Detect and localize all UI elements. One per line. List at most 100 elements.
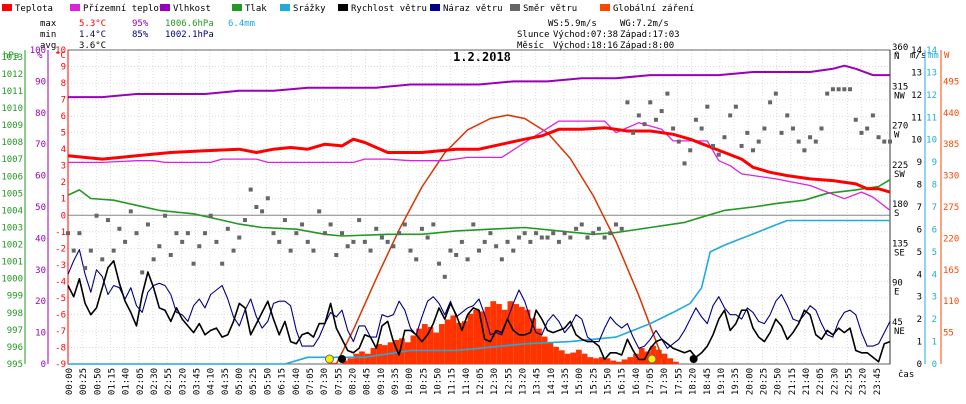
tick-label-hpa: 996 <box>7 343 23 353</box>
wind-direction-point <box>465 257 470 262</box>
tick-label-degc: 8 <box>61 79 66 89</box>
wind-direction-point <box>819 126 824 131</box>
wind-direction-point <box>191 261 196 266</box>
radiation-bar <box>456 322 462 364</box>
tick-label-hpa: 1002 <box>1 241 23 251</box>
tick-label-ms: 1 <box>917 338 922 348</box>
x-tick-label: 19:10 <box>717 368 727 395</box>
radiation-bar <box>553 346 559 364</box>
wind-direction-point <box>853 117 858 122</box>
tick-label-degc: 4 <box>61 145 66 155</box>
precipitation-line <box>68 219 890 365</box>
wind-direction-point <box>437 261 442 266</box>
radiation-bar <box>570 352 577 364</box>
tick-label-ms: 2 <box>917 315 922 325</box>
radiation-bar <box>593 358 599 364</box>
x-tick-label: 21:15 <box>788 368 798 395</box>
x-tick-label: 09:35 <box>391 368 401 395</box>
x-tick-label: 07:55 <box>334 368 344 395</box>
stat-min-temp: 1.4°C <box>79 30 106 40</box>
wind-direction-point <box>340 231 344 236</box>
wind-direction-point <box>208 213 213 218</box>
wind-direction-point <box>277 239 282 244</box>
radiation-bar <box>433 332 440 364</box>
tick-label-hpa: 995 <box>7 360 23 370</box>
tick-label-hpa: 1011 <box>1 87 23 97</box>
tick-label-hpa: 1008 <box>1 138 23 148</box>
radiation-bar <box>421 324 428 364</box>
tick-label-degc: -9 <box>55 360 66 370</box>
x-tick-label: 16:15 <box>618 368 628 395</box>
wind-direction-point <box>653 117 658 122</box>
x-tick-label: 10:25 <box>419 368 429 395</box>
wind-direction-point <box>123 239 128 244</box>
tick-label-deg: 315 <box>892 82 908 92</box>
wind-direction-point <box>351 239 356 244</box>
x-tick-label: 16:40 <box>632 368 642 395</box>
moon-moonset-marker <box>338 355 346 363</box>
stat-max-label: max <box>40 19 57 29</box>
radiation-bar <box>513 304 519 364</box>
wind-direction-point <box>180 239 185 244</box>
wind-direction-point <box>442 274 447 279</box>
wind-direction-point <box>659 109 664 114</box>
stat-min-hum: 85% <box>132 30 149 40</box>
wind-direction-point <box>482 239 487 244</box>
legend-label-srazky: Srážky <box>293 4 326 14</box>
tick-label-pct: 90 <box>35 77 46 87</box>
wind-direction-point <box>728 113 733 118</box>
x-tick-label: 14:35 <box>561 368 571 395</box>
wind-direction-point <box>870 113 875 118</box>
wind-direction-point <box>419 226 424 231</box>
tick-label-deg: 225 <box>892 161 908 171</box>
wind-direction-point <box>203 231 207 236</box>
x-tick-label: 08:45 <box>363 368 373 395</box>
wind-direction-point <box>237 235 242 240</box>
tick-label-pct: 40 <box>35 234 46 244</box>
radiation-bar <box>347 358 354 364</box>
radiation-bar <box>479 311 485 364</box>
legend-label-teplota: Teplota <box>15 4 53 14</box>
x-tick-label: 12:30 <box>490 368 500 395</box>
wind-direction-point <box>568 235 573 240</box>
radiation-bar <box>558 350 565 364</box>
wind-direction-point <box>511 248 516 253</box>
stat-max-rain: 6.4mm <box>228 19 255 29</box>
radiation-bar <box>364 353 371 364</box>
wind-direction-point <box>402 222 407 227</box>
wind-direction-point <box>311 248 316 253</box>
axis-title-deg: ° <box>894 51 899 61</box>
wind-direction-point <box>636 113 641 118</box>
wind-direction-point <box>185 231 190 236</box>
stat-min-label: min <box>40 30 56 40</box>
wind-direction-point <box>848 87 853 92</box>
x-tick-label: 22:30 <box>830 368 840 395</box>
wind-direction-point <box>242 218 247 223</box>
tick-label-mm: 13 <box>926 68 937 78</box>
wind-direction-point <box>111 248 116 253</box>
wind-direction-point <box>596 226 601 231</box>
wind-direction-point <box>151 257 156 262</box>
tick-label-hpa: 1005 <box>1 189 23 199</box>
wind-direction-point <box>859 130 864 135</box>
legend-swatch-rychlost <box>338 4 348 11</box>
wind-direction-point <box>368 248 373 253</box>
tick-label-w: 165 <box>943 266 959 276</box>
wind-direction-point <box>813 139 818 144</box>
tick-label-pct: 70 <box>35 140 46 150</box>
tick-label-mm: 11 <box>926 113 937 123</box>
info-sunrise: Východ:07:38 <box>553 30 618 40</box>
x-tick-label: 15:25 <box>589 368 599 395</box>
wind-direction-point <box>699 126 704 131</box>
radiation-bar <box>501 309 508 364</box>
tick-label-w: 110 <box>943 297 959 307</box>
wind-direction-point <box>608 231 613 236</box>
wind-direction-point <box>397 231 402 236</box>
tick-label-degc: -3 <box>55 261 66 271</box>
wind-direction-point <box>322 231 327 236</box>
temperature-line <box>67 126 891 194</box>
tick-label-pct: 60 <box>35 172 46 182</box>
wind-direction-point <box>534 231 539 236</box>
radiation-bar <box>507 301 514 364</box>
x-tick-label: 20:00 <box>745 368 755 395</box>
